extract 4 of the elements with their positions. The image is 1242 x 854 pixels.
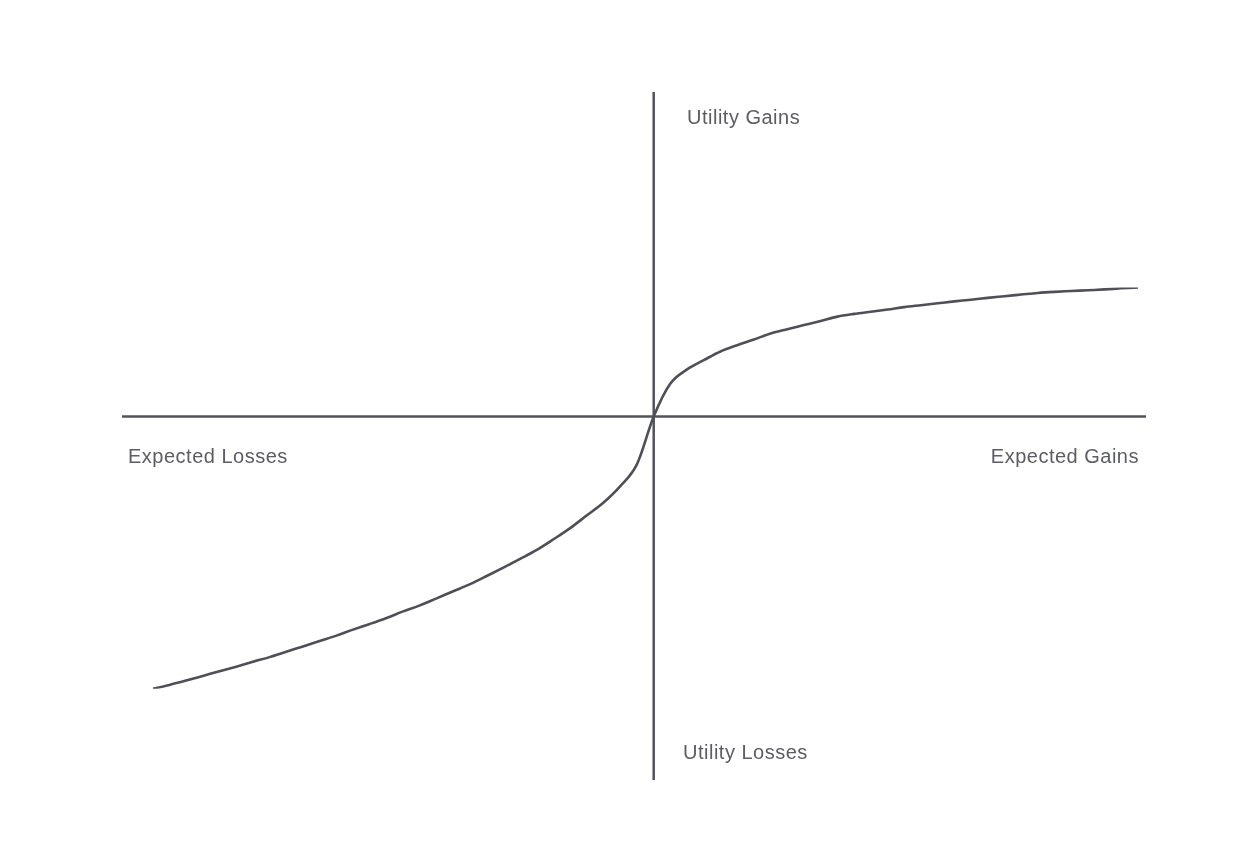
x-axis-title: Expected Gains — [990, 445, 1139, 467]
text: Utility Losses — [683, 741, 808, 763]
annotation: Expected Losses — [128, 445, 288, 467]
text: Utility Gains — [687, 106, 801, 128]
